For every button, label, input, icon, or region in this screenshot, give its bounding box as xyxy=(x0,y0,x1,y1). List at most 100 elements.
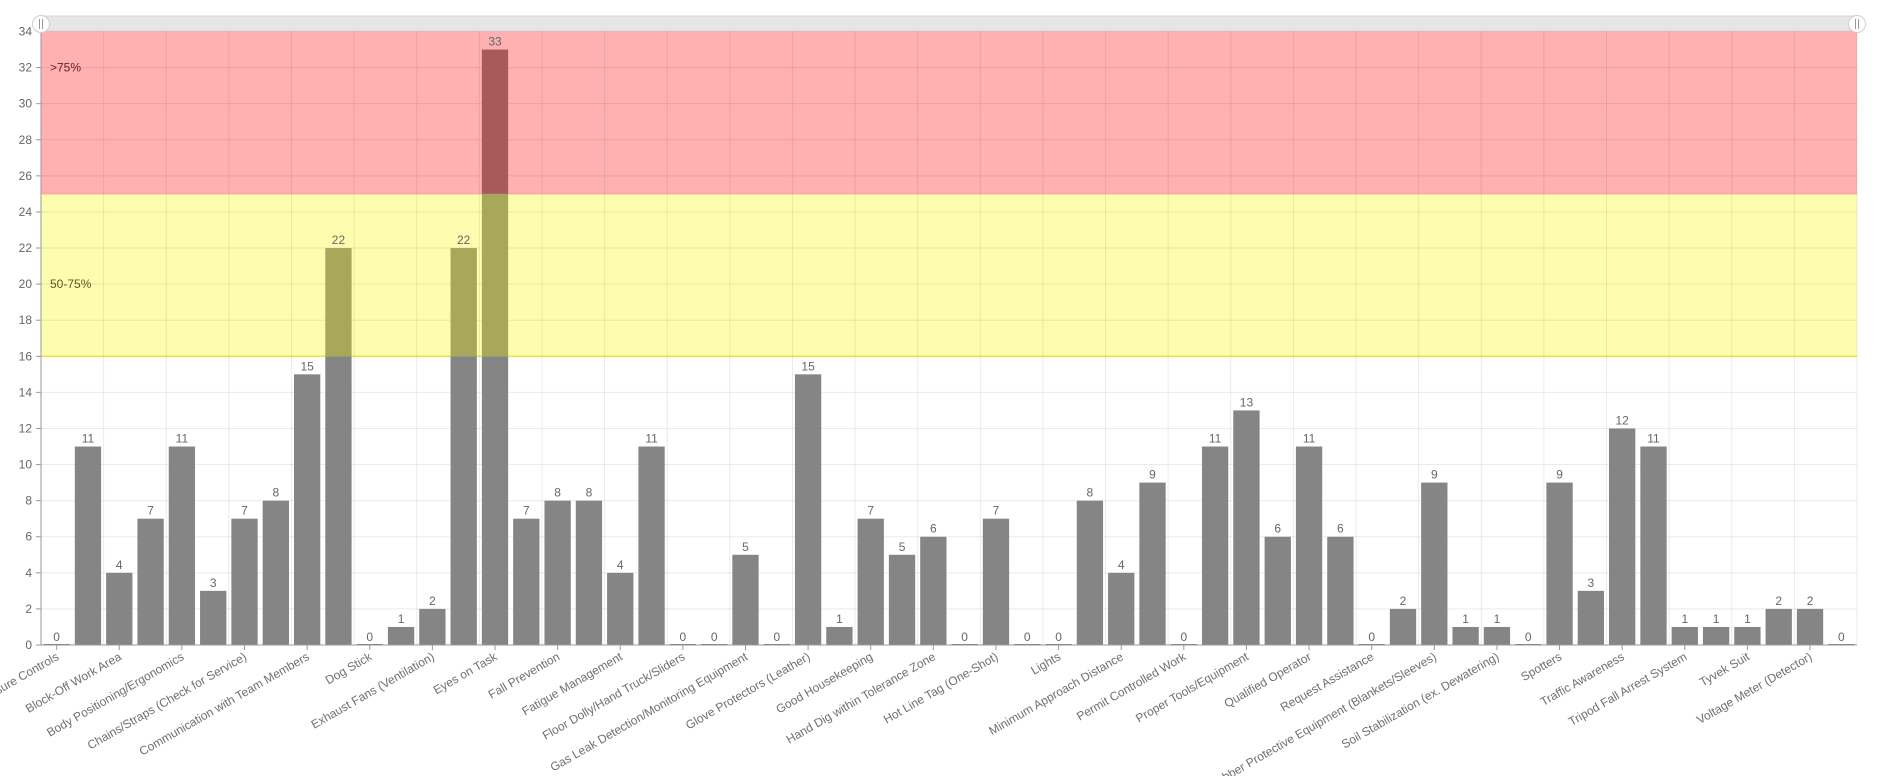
bar[interactable] xyxy=(575,500,603,645)
value-label: 1 xyxy=(1494,612,1501,626)
x-tick-label: Hot Line Tag (One-Shot) xyxy=(881,649,1000,726)
value-label: 1 xyxy=(836,612,843,626)
y-tick-label: 30 xyxy=(19,97,33,111)
value-label: 1 xyxy=(1681,612,1688,626)
value-label: 0 xyxy=(1055,630,1062,644)
value-label: 2 xyxy=(429,594,436,608)
bar[interactable] xyxy=(1233,410,1260,645)
bar[interactable] xyxy=(638,446,665,645)
bar[interactable] xyxy=(1201,446,1229,645)
value-label: 3 xyxy=(1588,576,1595,590)
value-label: 4 xyxy=(1118,558,1125,572)
bar[interactable] xyxy=(1452,626,1479,645)
bar-segment-yellow[interactable] xyxy=(325,248,352,357)
bar[interactable] xyxy=(920,536,947,645)
bar[interactable] xyxy=(200,590,227,645)
bar[interactable] xyxy=(544,500,571,645)
value-label: 8 xyxy=(586,486,593,500)
x-tick-label: Tyvek Suit xyxy=(1697,649,1753,689)
bar[interactable] xyxy=(74,446,102,645)
bar[interactable] xyxy=(1796,608,1824,645)
value-label: 11 xyxy=(1303,432,1316,446)
bar[interactable] xyxy=(1295,446,1323,645)
value-label: 22 xyxy=(457,233,471,247)
x-tick-label: Fatigue Management xyxy=(520,649,626,718)
bar[interactable] xyxy=(1264,536,1291,645)
y-tick-label: 20 xyxy=(19,277,33,291)
bar[interactable] xyxy=(982,518,1010,645)
bar[interactable] xyxy=(1734,626,1761,645)
value-label: 3 xyxy=(210,576,217,590)
value-label: 0 xyxy=(1180,630,1187,644)
bar[interactable] xyxy=(1389,608,1417,645)
bar[interactable] xyxy=(1076,500,1104,645)
value-label: 9 xyxy=(1556,468,1563,482)
value-label: 1 xyxy=(1462,612,1469,626)
bar[interactable] xyxy=(262,500,289,645)
value-label: 5 xyxy=(742,540,749,554)
bar[interactable] xyxy=(450,356,477,645)
bar[interactable] xyxy=(732,554,759,645)
bar[interactable] xyxy=(168,446,196,645)
bar[interactable] xyxy=(106,572,133,645)
value-label: 0 xyxy=(961,630,968,644)
bar-segment-yellow[interactable] xyxy=(450,248,477,357)
y-tick-label: 0 xyxy=(25,638,32,652)
bar[interactable] xyxy=(1421,482,1448,645)
value-label: 6 xyxy=(1274,522,1281,536)
value-label: 33 xyxy=(488,35,502,49)
value-label: 0 xyxy=(1024,630,1031,644)
x-tick-label: Voltage Meter (Detector) xyxy=(1694,649,1814,726)
bar[interactable] xyxy=(1483,626,1511,645)
value-label: 9 xyxy=(1149,468,1156,482)
value-label: 2 xyxy=(1775,594,1782,608)
value-label: 11 xyxy=(1209,432,1222,446)
value-label: 0 xyxy=(53,630,60,644)
scrollbar-right-handle[interactable] xyxy=(1848,15,1866,33)
x-tick-label: Permit Controlled Work xyxy=(1074,649,1189,724)
bar[interactable] xyxy=(794,374,822,645)
value-label: 12 xyxy=(1615,413,1629,427)
bar[interactable] xyxy=(826,626,853,645)
y-tick-label: 14 xyxy=(19,385,33,399)
bar[interactable] xyxy=(1765,608,1792,645)
y-tick-label: 12 xyxy=(19,421,33,435)
bar[interactable] xyxy=(387,626,415,645)
bar[interactable] xyxy=(325,356,352,645)
value-label: 4 xyxy=(116,558,123,572)
bar[interactable] xyxy=(1108,572,1135,645)
value-label: 11 xyxy=(176,432,189,446)
bar[interactable] xyxy=(481,356,509,645)
bar[interactable] xyxy=(888,554,916,645)
bar-segment-red[interactable] xyxy=(481,49,509,194)
bar[interactable] xyxy=(1671,626,1698,645)
bar[interactable] xyxy=(1577,590,1605,645)
bar[interactable] xyxy=(1609,428,1636,645)
bar[interactable] xyxy=(1546,482,1573,645)
scrollbar-left-handle[interactable] xyxy=(32,15,50,33)
y-tick-label: 4 xyxy=(25,566,32,580)
horizontal-scrollbar[interactable] xyxy=(40,15,1858,32)
y-tick-label: 32 xyxy=(19,61,33,75)
bar[interactable] xyxy=(231,518,258,645)
value-label: 2 xyxy=(1807,594,1814,608)
bar[interactable] xyxy=(1702,626,1730,645)
bar-segment-yellow[interactable] xyxy=(481,193,509,357)
band-label-medium: 50-75% xyxy=(50,277,92,291)
value-label: 8 xyxy=(554,486,561,500)
bar[interactable] xyxy=(1640,446,1667,645)
bar[interactable] xyxy=(607,572,634,645)
x-tick-label: Proper Tools/Equipment xyxy=(1133,649,1251,725)
value-label: 0 xyxy=(1525,630,1532,644)
bar[interactable] xyxy=(419,608,446,645)
value-label: 22 xyxy=(332,233,346,247)
threshold-band xyxy=(41,31,1857,194)
bar[interactable] xyxy=(1327,536,1354,645)
bar[interactable] xyxy=(513,518,540,645)
bar[interactable] xyxy=(1139,482,1166,645)
x-tick-label: Tripod Fall Arrest System xyxy=(1566,649,1689,728)
bar[interactable] xyxy=(293,374,321,645)
bar[interactable] xyxy=(857,518,884,645)
bar[interactable] xyxy=(137,518,164,645)
